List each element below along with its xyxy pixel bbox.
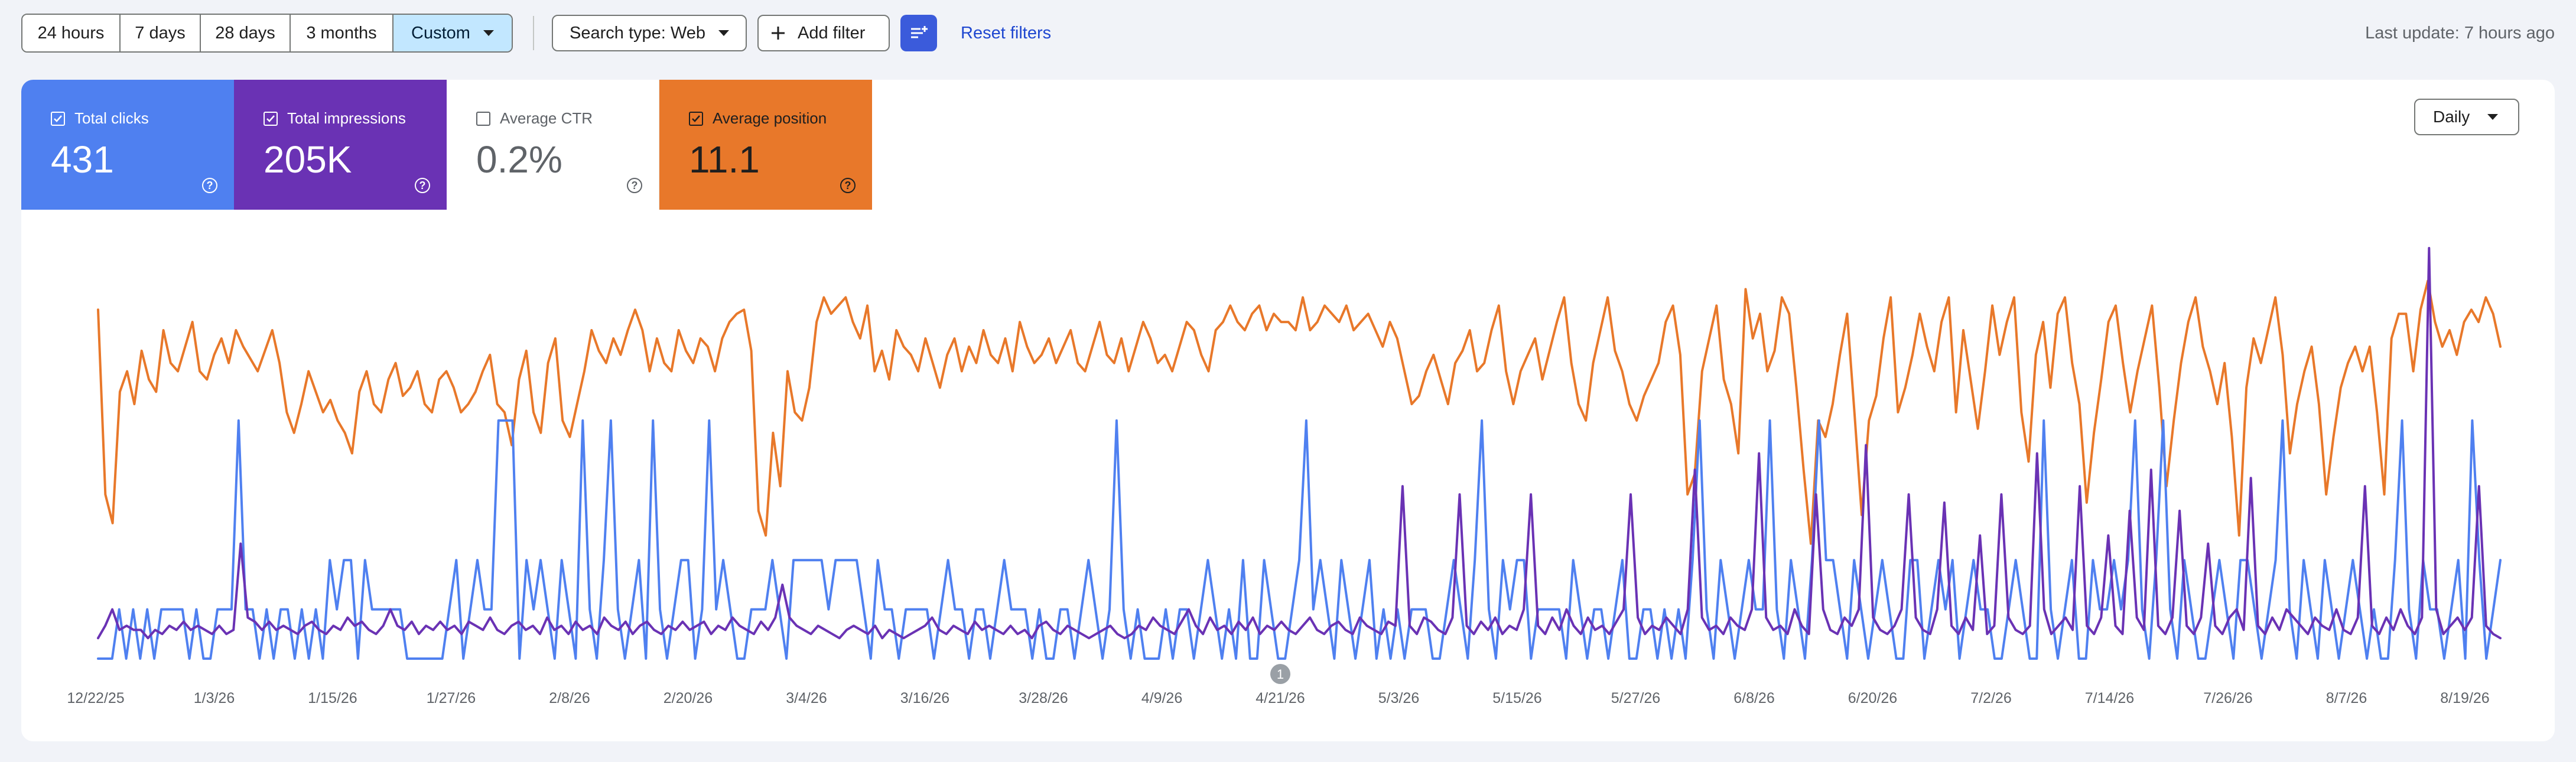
range-custom-label: Custom [411,23,470,43]
x-tick-label: 4/9/26 [1141,690,1183,706]
annotation-marker [1270,664,1290,684]
add-filter-label: Add filter [798,23,866,43]
help-circle-icon[interactable]: ? [202,178,217,193]
metric-value: 205K [264,138,352,181]
x-tick-label: 3/4/26 [786,690,827,706]
filter-bar: 24 hours 7 days 28 days 3 months Custom … [21,14,2555,53]
x-tick-label: 8/19/26 [2440,690,2489,706]
metric-card-average-position[interactable]: Average position 11.1 ? [659,80,872,210]
range-3-months-button[interactable]: 3 months [291,15,393,51]
metric-label: Total impressions [287,109,406,127]
help-circle-icon[interactable]: ? [627,178,642,193]
metric-header: Average position [689,109,872,128]
range-custom-button[interactable]: Custom [393,15,512,51]
metric-card-total-impressions[interactable]: Total impressions 205K ? [234,80,447,210]
range-28-days-button[interactable]: 28 days [201,15,291,51]
x-tick-label: 4/21/26 [1256,690,1305,706]
series-line-2 [97,247,2502,640]
x-tick-label: 2/8/26 [549,690,590,706]
x-tick-label: 7/26/26 [2203,690,2252,706]
chevron-down-icon [483,30,494,36]
x-tick-label: 1/3/26 [194,690,235,706]
metric-checkbox[interactable] [264,111,278,126]
x-tick-label: 5/15/26 [1492,690,1541,706]
x-tick-label: 6/8/26 [1733,690,1775,706]
metric-value: 0.2% [476,138,562,181]
metric-value: 11.1 [689,138,760,181]
metric-card-total-clicks[interactable]: Total clicks 431 ? [21,80,234,210]
x-tick-label: 3/28/26 [1019,690,1068,706]
performance-line-chart: 12/22/25 1/3/26 1/15/26 1/27/26 2/8/26 2/20/2… [67,247,2502,706]
metric-label: Average position [713,109,827,127]
metric-card-average-ctr[interactable]: Average CTR 0.2% ? [447,80,659,210]
check-icon [266,115,275,122]
metric-header: Average CTR [476,109,659,128]
range-7-days-button[interactable]: 7 days [121,15,201,51]
tune-icon [911,26,928,38]
performance-card: Total clicks 431 ? Total impressions 205… [21,80,2555,741]
metric-value: 431 [51,138,114,181]
search-type-dropdown[interactable]: Search type: Web [552,15,747,51]
chevron-down-icon [2487,114,2499,120]
filter-settings-button[interactable] [900,15,937,51]
plus-icon [772,27,785,40]
x-tick-label: 7/14/26 [2085,690,2134,706]
x-tick-label: 7/2/26 [1970,690,2012,706]
search-type-label: Search type: Web [570,23,705,43]
series-line-1 [97,419,2502,660]
x-tick-label: 8/7/26 [2326,690,2367,706]
granularity-dropdown[interactable]: Daily [2414,99,2519,135]
check-icon [54,115,62,122]
date-range-selector: 24 hours 7 days 28 days 3 months Custom [21,14,513,53]
metric-header: Total impressions [264,109,447,128]
granularity-label: Daily [2433,108,2470,126]
add-filter-button[interactable]: Add filter [757,15,890,51]
metric-header: Total clicks [51,109,234,128]
reset-filters-link[interactable]: Reset filters [961,23,1052,43]
metric-label: Total clicks [74,109,149,127]
help-circle-icon[interactable]: ? [415,178,430,193]
x-tick-label: 12/22/25 [67,690,124,706]
metric-checkbox[interactable] [689,111,703,126]
metric-label: Average CTR [500,109,593,127]
last-update-text: Last update: 7 hours ago [2365,23,2555,43]
toolbar-divider [533,16,534,50]
annotation-label: 1 [1277,667,1284,682]
x-tick-label: 5/27/26 [1611,690,1660,706]
x-tick-label: 3/16/26 [900,690,949,706]
range-24-hours-button[interactable]: 24 hours [22,15,121,51]
check-icon [692,115,700,122]
x-tick-label: 1/15/26 [308,690,357,706]
metric-checkbox[interactable] [476,111,490,126]
chevron-down-icon [718,30,729,36]
x-tick-label: 2/20/26 [663,690,713,706]
x-tick-label: 5/3/26 [1378,690,1420,706]
metric-checkbox[interactable] [51,111,65,126]
x-tick-label: 1/27/26 [427,690,476,706]
help-circle-icon[interactable]: ? [840,178,856,193]
x-tick-label: 6/20/26 [1848,690,1897,706]
series-line-0 [97,279,2502,545]
